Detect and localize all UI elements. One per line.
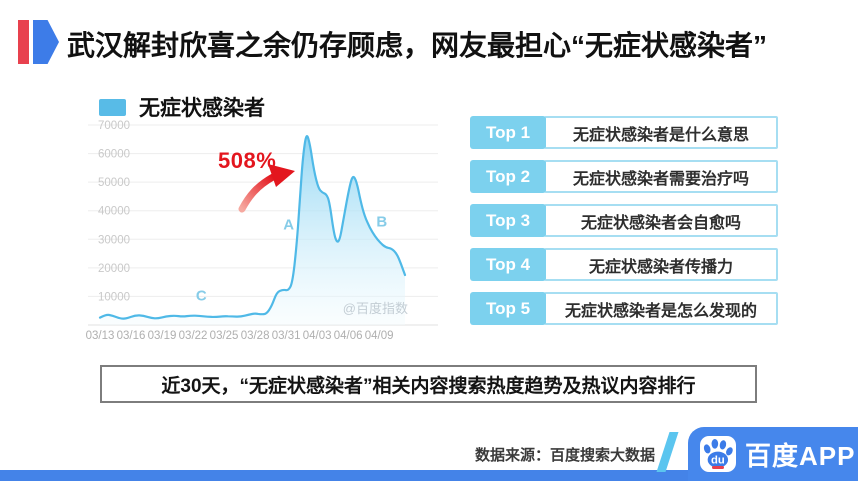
top-rank-badge: Top 5 (470, 292, 546, 325)
data-source-label: 数据来源：百度搜索大数据 (474, 447, 655, 464)
baidu-app-name: 百度APP (745, 440, 856, 471)
baidu-paw-icon: du (703, 439, 733, 468)
trend-line (98, 135, 407, 320)
y-axis-label: 10000 (98, 291, 130, 303)
title-marker-red-bar (18, 20, 29, 64)
annotation-C: C (196, 288, 207, 305)
trend-chart: 10000 20000 30000 40000 50000 60000 70000 03/13… (78, 116, 450, 348)
x-axis-label: 03/28 (241, 330, 270, 342)
top-question-box: 无症状感染者是什么意思 (544, 116, 778, 149)
top-rank-badge: Top 3 (470, 204, 546, 237)
x-axis-label: 03/25 (210, 330, 239, 342)
x-axis-label: 03/22 (179, 330, 208, 342)
top-list: Top 1 无症状感染者是什么意思 Top 2 无症状感染者需要治疗吗 Top 3 无症状… (470, 116, 778, 325)
top-list-row: Top 2 无症状感染者需要治疗吗 (470, 160, 778, 193)
x-axis-label: 03/13 (86, 330, 115, 342)
area-fill (100, 136, 405, 325)
caption-banner: 近30天，“无症状感染者”相关内容搜索热度趋势及热议内容排行 (100, 365, 757, 403)
top-list-row: Top 3 无症状感染者会自愈吗 (470, 204, 778, 237)
x-axis-label: 03/19 (148, 330, 177, 342)
annotation-A: A (283, 216, 294, 233)
top-list-row: Top 4 无症状感染者传播力 (470, 248, 778, 281)
top-question-box: 无症状感染者传播力 (544, 248, 778, 281)
top-question-box: 无症状感染者会自愈吗 (544, 204, 778, 237)
top-list-row: Top 1 无症状感染者是什么意思 (470, 116, 778, 149)
bottom-blue-bar (0, 470, 858, 481)
y-axis-label: 20000 (98, 263, 130, 275)
icon-red-underline (712, 466, 724, 469)
top-question-box: 无症状感染者是怎么发现的 (544, 292, 778, 325)
page-title: 武汉解封欣喜之余仍存顾虑，网友最担心“无症状感染者” (67, 30, 768, 61)
y-axis-label: 40000 (98, 206, 130, 218)
y-axis-label: 50000 (98, 177, 130, 189)
diagonal-stripe (656, 432, 679, 472)
y-axis-label: 70000 (98, 120, 130, 132)
y-axis-label: 30000 (98, 234, 130, 246)
growth-percentage-label: 508% (218, 148, 277, 173)
x-axis-label: 04/09 (365, 330, 394, 342)
x-axis-label: 04/06 (334, 330, 363, 342)
y-axis-label: 60000 (98, 149, 130, 161)
trend-chart-svg: 10000 20000 30000 40000 50000 60000 70000 03/13… (86, 120, 438, 342)
top-rank-badge: Top 4 (470, 248, 546, 281)
top-list-row: Top 5 无症状感染者是怎么发现的 (470, 292, 778, 325)
x-axis-label: 04/03 (303, 330, 332, 342)
du-logo-text: du (711, 454, 725, 466)
title-marker-blue-pennant-icon (33, 20, 59, 64)
annotation-B: B (376, 213, 387, 230)
baidu-app-icon: du (700, 436, 736, 472)
watermark: @百度指数 (343, 301, 408, 316)
growth-arrow-icon (238, 164, 295, 213)
top-question-box: 无症状感染者需要治疗吗 (544, 160, 778, 193)
top-rank-badge: Top 2 (470, 160, 546, 193)
top-rank-badge: Top 1 (470, 116, 546, 149)
x-axis-label: 03/16 (117, 330, 146, 342)
x-axis-label: 03/31 (272, 330, 301, 342)
baidu-app-badge[interactable]: du 百度APP (688, 427, 858, 481)
legend-swatch-icon (99, 98, 126, 116)
legend-label: 无症状感染者 (139, 97, 265, 120)
chart-legend: 无症状感染者 (99, 92, 265, 122)
